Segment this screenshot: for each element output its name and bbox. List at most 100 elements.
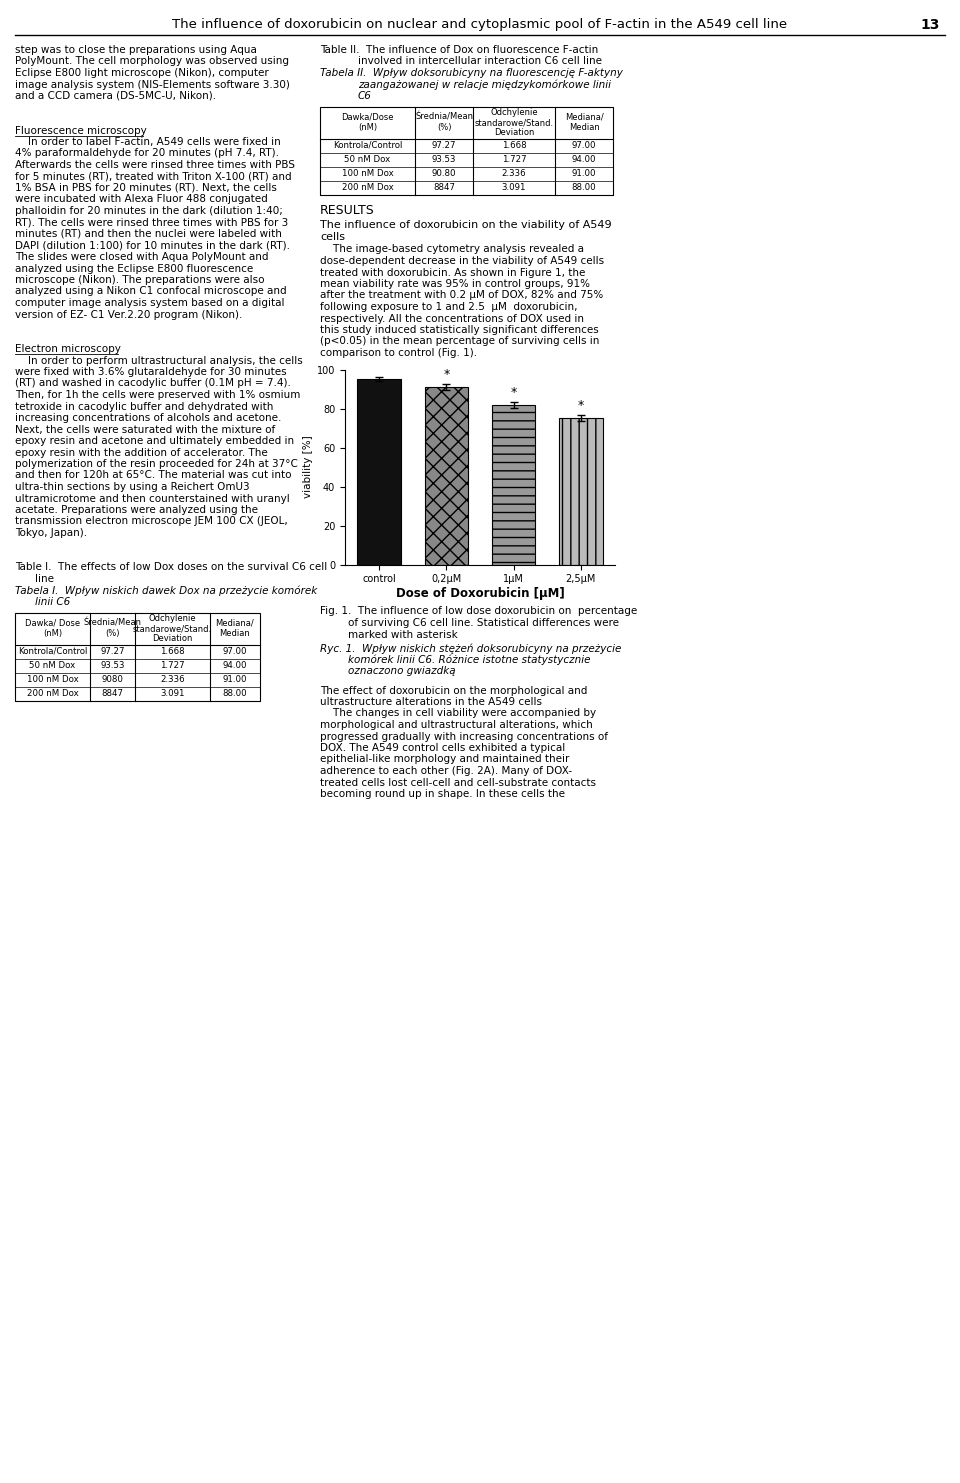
Text: 94.00: 94.00 <box>223 661 248 670</box>
Text: Table II.  The influence of Dox on fluorescence F-actin: Table II. The influence of Dox on fluore… <box>320 44 598 55</box>
Text: (RT) and washed in cacodylic buffer (0.1M pH = 7.4).: (RT) and washed in cacodylic buffer (0.1… <box>15 378 291 389</box>
Text: RT). The cells were rinsed three times with PBS for 3: RT). The cells were rinsed three times w… <box>15 218 288 227</box>
Text: ultrastructure alterations in the A549 cells: ultrastructure alterations in the A549 c… <box>320 697 542 707</box>
Text: analyzed using the Eclipse E800 fluorescence: analyzed using the Eclipse E800 fluoresc… <box>15 264 253 273</box>
Text: and then for 120h at 65°C. The material was cut into: and then for 120h at 65°C. The material … <box>15 470 292 480</box>
Text: line: line <box>35 574 54 584</box>
Text: 2.336: 2.336 <box>502 169 526 178</box>
Text: Dawka/Dose
(nM): Dawka/Dose (nM) <box>341 113 394 132</box>
Text: 1.727: 1.727 <box>502 156 526 165</box>
Text: *: * <box>444 368 449 381</box>
Text: phalloidin for 20 minutes in the dark (dilution 1:40;: phalloidin for 20 minutes in the dark (d… <box>15 206 283 217</box>
Text: involved in intercellular interaction C6 cell line: involved in intercellular interaction C6… <box>358 56 602 67</box>
Text: Tabela I.  Wpływ niskich dawek Dox na przeżycie komórek: Tabela I. Wpływ niskich dawek Dox na prz… <box>15 586 317 596</box>
Text: after the treatment with 0.2 μM of DOX, 82% and 75%: after the treatment with 0.2 μM of DOX, … <box>320 291 603 301</box>
Text: mean viability rate was 95% in control groups, 91%: mean viability rate was 95% in control g… <box>320 279 590 289</box>
Text: PolyMount. The cell morphology was observed using: PolyMount. The cell morphology was obser… <box>15 56 289 67</box>
Text: ultramicrotome and then counterstained with uranyl: ultramicrotome and then counterstained w… <box>15 494 290 504</box>
Text: increasing concentrations of alcohols and acetone.: increasing concentrations of alcohols an… <box>15 412 281 423</box>
Text: In order to perform ultrastructural analysis, the cells: In order to perform ultrastructural anal… <box>15 356 302 365</box>
Text: DAPI (dilution 1:100) for 10 minutes in the dark (RT).: DAPI (dilution 1:100) for 10 minutes in … <box>15 240 290 251</box>
Text: cells: cells <box>320 231 345 242</box>
Text: tetroxide in cacodylic buffer and dehydrated with: tetroxide in cacodylic buffer and dehydr… <box>15 402 274 411</box>
Bar <box>357 380 401 565</box>
Text: were incubated with Alexa Fluor 488 conjugated: were incubated with Alexa Fluor 488 conj… <box>15 194 268 205</box>
Text: polymerization of the resin proceeded for 24h at 37°C: polymerization of the resin proceeded fo… <box>15 460 298 469</box>
Text: 3.091: 3.091 <box>502 182 526 191</box>
Text: step was to close the preparations using Aqua: step was to close the preparations using… <box>15 44 257 55</box>
Text: (p<0.05) in the mean percentage of surviving cells in: (p<0.05) in the mean percentage of survi… <box>320 337 599 347</box>
Text: komórek linii C6. Różnice istotne statystycznie: komórek linii C6. Różnice istotne statys… <box>348 654 590 664</box>
Text: progressed gradually with increasing concentrations of: progressed gradually with increasing con… <box>320 731 608 742</box>
Text: minutes (RT) and then the nuclei were labeled with: minutes (RT) and then the nuclei were la… <box>15 228 282 239</box>
Text: 1.668: 1.668 <box>160 647 185 655</box>
Text: Kontrola/Control: Kontrola/Control <box>18 647 87 655</box>
Text: zaangażowanej w relacje międzykomórkowe linii: zaangażowanej w relacje międzykomórkowe … <box>358 80 611 90</box>
Text: 8847: 8847 <box>102 690 124 698</box>
Text: RESULTS: RESULTS <box>320 205 374 218</box>
Text: for 5 minutes (RT), treated with Triton X-100 (RT) and: for 5 minutes (RT), treated with Triton … <box>15 172 292 181</box>
Text: Średnia/Mean
(%): Średnia/Mean (%) <box>84 618 141 638</box>
Text: 200 nM Dox: 200 nM Dox <box>342 182 394 191</box>
Text: version of EZ- C1 Ver.2.20 program (Nikon).: version of EZ- C1 Ver.2.20 program (Niko… <box>15 310 242 319</box>
Text: Afterwards the cells were rinsed three times with PBS: Afterwards the cells were rinsed three t… <box>15 160 295 171</box>
Text: Odchylenie
standarowe/Stand.
Deviation: Odchylenie standarowe/Stand. Deviation <box>474 108 554 138</box>
Text: 3.091: 3.091 <box>160 690 184 698</box>
Text: The effect of doxorubicin on the morphological and: The effect of doxorubicin on the morphol… <box>320 685 588 696</box>
Text: 50 nM Dox: 50 nM Dox <box>30 661 76 670</box>
Text: linii C6: linii C6 <box>35 598 70 607</box>
Text: Fig. 1.  The influence of low dose doxorubicin on  percentage: Fig. 1. The influence of low dose doxoru… <box>320 607 637 617</box>
Bar <box>424 387 468 565</box>
Text: becoming round up in shape. In these cells the: becoming round up in shape. In these cel… <box>320 789 565 799</box>
Text: Eclipse E800 light microscope (Nikon), computer: Eclipse E800 light microscope (Nikon), c… <box>15 68 269 79</box>
Text: 100 nM Dox: 100 nM Dox <box>342 169 394 178</box>
Bar <box>320 107 613 194</box>
Text: 97.00: 97.00 <box>572 141 596 150</box>
Text: 93.53: 93.53 <box>432 156 456 165</box>
Text: 200 nM Dox: 200 nM Dox <box>27 690 79 698</box>
Text: epithelial-like morphology and maintained their: epithelial-like morphology and maintaine… <box>320 755 569 765</box>
Text: 50 nM Dox: 50 nM Dox <box>345 156 391 165</box>
Text: *: * <box>511 386 516 399</box>
Text: Electron microscopy: Electron microscopy <box>15 344 121 354</box>
Text: Next, the cells were saturated with the mixture of: Next, the cells were saturated with the … <box>15 424 276 435</box>
Text: Mediana/
Median: Mediana/ Median <box>564 113 604 132</box>
Text: Odchylenie
standarowe/Stand.
Deviation: Odchylenie standarowe/Stand. Deviation <box>132 614 212 644</box>
Text: Dose of Doxorubicin [μM]: Dose of Doxorubicin [μM] <box>396 586 564 599</box>
Text: In order to label F-actin, A549 cells were fixed in: In order to label F-actin, A549 cells we… <box>15 136 280 147</box>
Text: 93.53: 93.53 <box>100 661 125 670</box>
Text: *: * <box>578 399 584 412</box>
Text: ultra-thin sections by using a Reichert OmU3: ultra-thin sections by using a Reichert … <box>15 482 250 492</box>
Text: 1.668: 1.668 <box>502 141 526 150</box>
Text: dose-dependent decrease in the viability of A549 cells: dose-dependent decrease in the viability… <box>320 257 604 265</box>
Text: 97.27: 97.27 <box>100 647 125 655</box>
Text: 97.27: 97.27 <box>432 141 456 150</box>
Bar <box>15 612 260 700</box>
Text: treated cells lost cell-cell and cell-substrate contacts: treated cells lost cell-cell and cell-su… <box>320 777 596 787</box>
Text: 13: 13 <box>921 18 940 33</box>
Text: adherence to each other (Fig. 2A). Many of DOX-: adherence to each other (Fig. 2A). Many … <box>320 767 572 776</box>
Text: analyzed using a Nikon C1 confocal microscope and: analyzed using a Nikon C1 confocal micro… <box>15 286 287 297</box>
Text: acetate. Preparations were analyzed using the: acetate. Preparations were analyzed usin… <box>15 506 258 515</box>
Text: were fixed with 3.6% glutaraldehyde for 30 minutes: were fixed with 3.6% glutaraldehyde for … <box>15 366 287 377</box>
Text: morphological and ultrastructural alterations, which: morphological and ultrastructural altera… <box>320 721 592 730</box>
Text: Kontrola/Control: Kontrola/Control <box>333 141 402 150</box>
Text: 88.00: 88.00 <box>572 182 596 191</box>
Text: The influence of doxorubicin on the viability of A549: The influence of doxorubicin on the viab… <box>320 221 612 230</box>
Text: The influence of doxorubicin on nuclear and cytoplasmic pool of F-actin in the A: The influence of doxorubicin on nuclear … <box>173 18 787 31</box>
Text: computer image analysis system based on a digital: computer image analysis system based on … <box>15 298 284 308</box>
Text: Then, for 1h the cells were preserved with 1% osmium: Then, for 1h the cells were preserved wi… <box>15 390 300 400</box>
Text: epoxy resin with the addition of accelerator. The: epoxy resin with the addition of acceler… <box>15 448 268 457</box>
Text: 91.00: 91.00 <box>223 675 248 684</box>
Text: 88.00: 88.00 <box>223 690 248 698</box>
Text: Średnia/Mean
(%): Średnia/Mean (%) <box>415 113 473 132</box>
Text: following exposure to 1 and 2.5  μM  doxorubicin,: following exposure to 1 and 2.5 μM doxor… <box>320 303 578 311</box>
Text: The slides were closed with Aqua PolyMount and: The slides were closed with Aqua PolyMou… <box>15 252 269 262</box>
Text: 1% BSA in PBS for 20 minutes (RT). Next, the cells: 1% BSA in PBS for 20 minutes (RT). Next,… <box>15 182 276 193</box>
Y-axis label: viability [%]: viability [%] <box>302 436 313 498</box>
Text: 94.00: 94.00 <box>572 156 596 165</box>
Text: 91.00: 91.00 <box>572 169 596 178</box>
Text: 90.80: 90.80 <box>432 169 456 178</box>
Text: treated with doxorubicin. As shown in Figure 1, the: treated with doxorubicin. As shown in Fi… <box>320 267 586 277</box>
Text: respectively. All the concentrations of DOX used in: respectively. All the concentrations of … <box>320 313 584 323</box>
